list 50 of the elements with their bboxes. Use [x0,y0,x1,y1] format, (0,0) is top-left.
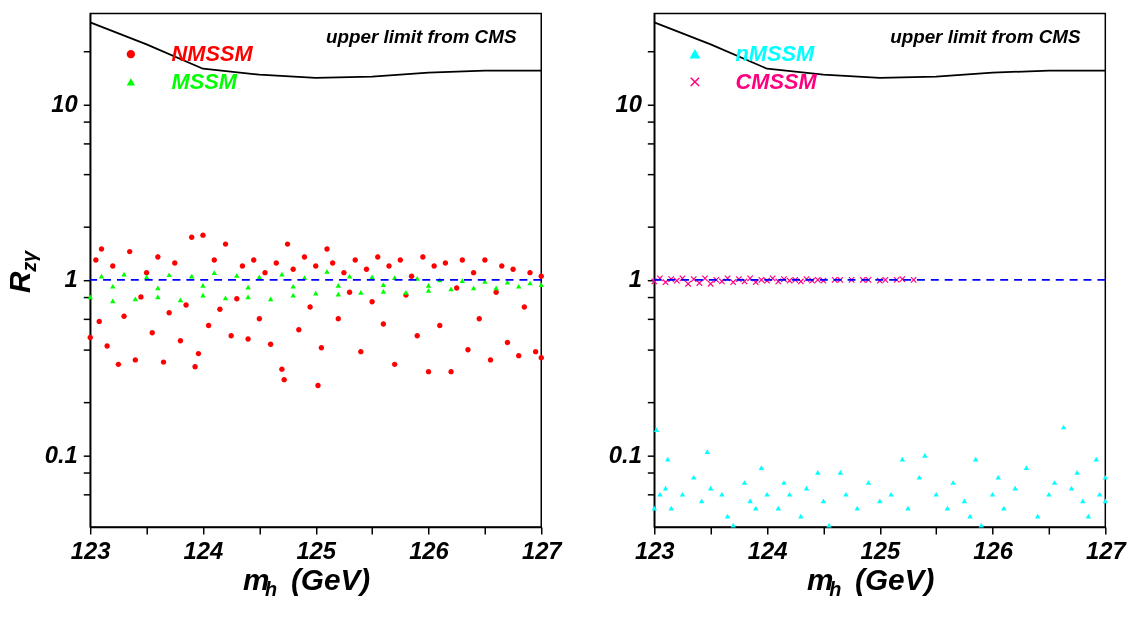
annotation: upper limit from CMS [890,26,1081,48]
x-tick-label: 125 [296,537,337,565]
point [358,289,364,295]
point [538,282,544,287]
y-axis-title: Rzγ [2,249,40,293]
legend-label: nMSSM [735,41,816,67]
legend-label: CMSSM [735,68,818,94]
point [188,273,195,279]
point [448,286,454,292]
point [380,282,387,287]
x-tick-label: 126 [973,537,1014,565]
x-tick-label: 126 [409,537,450,565]
point [98,273,105,279]
x-tick-label: 124 [747,537,788,565]
point [200,283,206,288]
point [143,274,150,280]
y-tick-label: 10 [615,89,642,117]
point [324,268,330,274]
point [234,273,240,278]
point [425,288,432,293]
y-tick-label: 10 [51,89,78,117]
x-tick-label: 123 [70,537,111,565]
point [346,273,353,279]
legend-label: NMSSM [171,41,254,67]
point [470,285,477,291]
point [425,283,432,288]
x-tick-label: 123 [634,537,675,565]
point [504,279,511,285]
annotation: upper limit from CMS [326,26,517,48]
point [222,295,229,301]
y-tick-label: 0.1 [608,440,642,468]
point [335,283,341,288]
point [380,289,387,294]
point [515,283,522,289]
y-tick-label: 0.1 [44,440,78,468]
x-tick-label: 124 [183,537,224,565]
x-tick-label: 127 [1085,537,1128,565]
point [211,270,217,275]
x-tick-label: 127 [521,537,564,565]
point [166,272,172,278]
y-tick-label: 1 [628,265,642,293]
legend-label: MSSM [171,68,238,94]
y-tick-label: 1 [64,265,78,293]
x-tick-label: 125 [860,537,901,565]
point [267,296,274,302]
point [459,278,466,284]
point [177,297,184,303]
point [313,290,319,296]
point [110,283,116,289]
point [290,283,296,289]
